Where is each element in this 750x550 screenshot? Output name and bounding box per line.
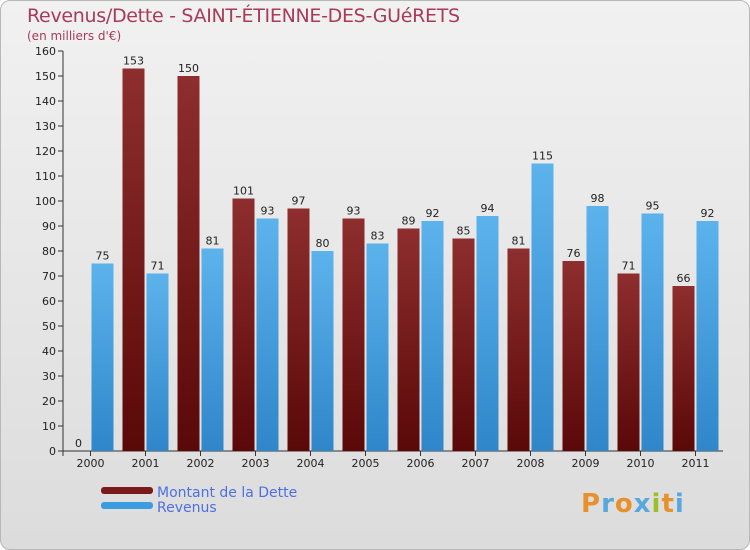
- y-tick-label: 100: [35, 195, 56, 208]
- data-label-dette: 0: [75, 437, 82, 450]
- bar-revenus: [476, 216, 499, 451]
- x-tick-label: 2008: [517, 457, 545, 470]
- bar-dette: [342, 218, 365, 451]
- bar-revenus: [366, 243, 389, 451]
- y-tick-label: 0: [49, 445, 56, 458]
- y-tick-label: 30: [42, 370, 56, 383]
- logo-letter: x: [633, 489, 652, 519]
- y-tick-label: 120: [35, 145, 56, 158]
- data-label-revenus: 95: [646, 200, 660, 213]
- data-label-dette: 85: [457, 225, 471, 238]
- data-label-revenus: 80: [316, 237, 330, 250]
- data-label-dette: 150: [178, 62, 199, 75]
- y-tick-label: 40: [42, 345, 56, 358]
- x-tick-label: 2006: [407, 457, 435, 470]
- bar-dette: [562, 261, 585, 451]
- bar-revenus: [146, 273, 169, 451]
- x-tick-label: 2009: [572, 457, 600, 470]
- y-tick-label: 50: [42, 320, 56, 333]
- proxiti-logo: Proxiti: [581, 489, 685, 519]
- data-label-dette: 153: [123, 55, 144, 68]
- bar-dette: [287, 208, 310, 451]
- chart-title: Revenus/Dette - SAINT-ÉTIENNE-DES-GUéRET…: [27, 5, 460, 27]
- data-label-revenus: 92: [701, 207, 715, 220]
- bar-dette: [452, 238, 475, 451]
- bar-dette: [672, 286, 695, 451]
- bar-revenus: [586, 206, 609, 451]
- x-tick-label: 2001: [132, 457, 160, 470]
- bar-revenus: [256, 218, 279, 451]
- bar-revenus: [531, 163, 554, 451]
- bar-revenus: [641, 213, 664, 451]
- y-tick-label: 130: [35, 120, 56, 133]
- y-tick-label: 140: [35, 95, 56, 108]
- x-tick-label: 2002: [187, 457, 215, 470]
- x-tick-label: 2010: [627, 457, 655, 470]
- logo-letter: i: [674, 489, 685, 519]
- legend-label-revenus: Revenus: [157, 500, 217, 516]
- legend-label-dette: Montant de la Dette: [157, 485, 298, 501]
- x-tick-label: 2000: [77, 457, 105, 470]
- y-tick-label: 60: [42, 295, 56, 308]
- bar-dette: [507, 248, 530, 451]
- y-tick-label: 20: [42, 395, 56, 408]
- data-label-revenus: 75: [96, 250, 110, 263]
- bar-revenus: [201, 248, 224, 451]
- bar-revenus: [421, 221, 444, 451]
- chart-unit-label: (en milliers d'€): [27, 29, 122, 43]
- y-tick-label: 80: [42, 245, 56, 258]
- data-label-revenus: 83: [371, 230, 385, 243]
- data-label-dette: 81: [512, 235, 526, 248]
- data-label-dette: 97: [292, 195, 306, 208]
- logo-letter: i: [651, 489, 662, 519]
- data-label-revenus: 115: [532, 150, 553, 163]
- x-tick-label: 2011: [682, 457, 710, 470]
- x-tick-label: 2004: [297, 457, 325, 470]
- logo-letter: o: [614, 489, 634, 519]
- data-label-revenus: 98: [591, 192, 605, 205]
- bar-revenus: [696, 221, 719, 451]
- bar-dette: [122, 68, 145, 451]
- data-label-dette: 89: [402, 215, 416, 228]
- bar-revenus: [311, 251, 334, 451]
- x-tick-label: 2007: [462, 457, 490, 470]
- x-tick-label: 2003: [242, 457, 270, 470]
- bar-dette: [397, 228, 420, 451]
- data-label-dette: 66: [677, 272, 691, 285]
- data-label-dette: 93: [347, 205, 361, 218]
- logo-letter: t: [661, 489, 675, 519]
- bar-dette: [232, 198, 255, 451]
- data-label-dette: 76: [567, 247, 581, 260]
- y-tick-label: 70: [42, 270, 56, 283]
- legend-swatch-revenus: [101, 502, 153, 509]
- data-label-revenus: 92: [426, 207, 440, 220]
- logo-letter: r: [601, 489, 615, 519]
- data-label-dette: 71: [622, 260, 636, 273]
- y-tick-label: 160: [35, 45, 56, 58]
- y-tick-label: 90: [42, 220, 56, 233]
- bar-dette: [617, 273, 640, 451]
- data-label-revenus: 94: [481, 202, 495, 215]
- data-label-revenus: 71: [151, 260, 165, 273]
- bar-dette: [177, 76, 200, 451]
- bar-revenus: [91, 263, 114, 451]
- legend-swatch-dette: [101, 487, 153, 494]
- data-label-dette: 101: [233, 185, 254, 198]
- data-label-revenus: 93: [261, 205, 275, 218]
- logo-letter: P: [581, 489, 602, 519]
- data-label-revenus: 81: [206, 235, 220, 248]
- x-tick-label: 2005: [352, 457, 380, 470]
- y-tick-label: 150: [35, 70, 56, 83]
- y-tick-label: 10: [42, 420, 56, 433]
- y-tick-label: 110: [35, 170, 56, 183]
